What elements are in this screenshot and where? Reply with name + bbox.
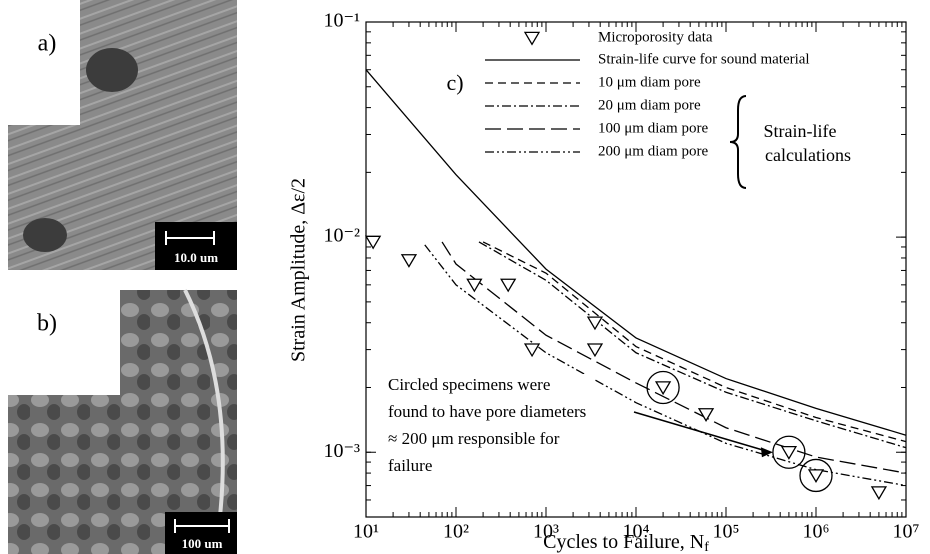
data-point: [402, 255, 416, 267]
x-tick-label: 10¹: [353, 521, 379, 543]
bracket-label: Strain-life: [764, 121, 837, 141]
data-point: [872, 487, 886, 499]
y-tick-label: 10⁻¹: [323, 10, 360, 32]
annotation: failure: [388, 456, 432, 475]
x-axis-label-sub: f: [704, 540, 709, 554]
data-point: [782, 447, 796, 459]
annotation: found to have pore diameters: [388, 402, 586, 421]
legend-label: 200 μm diam pore: [598, 143, 708, 159]
pore: [86, 48, 138, 92]
y-tick-label: 10⁻³: [323, 440, 360, 462]
legend-swatch: [525, 32, 539, 44]
legend-label: Microporosity data: [598, 29, 713, 45]
bracket: [730, 96, 746, 188]
data-point: [588, 344, 602, 356]
x-tick-label: 10⁴: [623, 521, 650, 543]
scale-label: 100 um: [182, 536, 223, 551]
legend-label: 10 μm diam pore: [598, 74, 701, 90]
data-point: [809, 470, 823, 482]
y-tick-label: 10⁻²: [323, 225, 360, 247]
data-point: [366, 236, 380, 248]
legend-label: 100 μm diam pore: [598, 120, 708, 136]
panel-label: c): [446, 70, 463, 95]
annotation: ≈ 200 μm responsible for: [388, 429, 560, 448]
x-tick-label: 10⁵: [713, 521, 740, 543]
data-point: [656, 382, 670, 394]
legend-label: Strain-life curve for sound material: [598, 51, 810, 67]
data-point: [467, 279, 481, 291]
data-point: [588, 317, 602, 329]
panel-label: a): [38, 31, 57, 57]
arrowhead: [761, 447, 773, 457]
x-tick-label: 10⁶: [803, 521, 830, 543]
data-point: [501, 279, 515, 291]
data-point: [525, 344, 539, 356]
pore: [23, 218, 67, 252]
legend-label: 20 μm diam pore: [598, 97, 701, 113]
annotation: Circled specimens were: [388, 375, 550, 394]
arrow: [634, 412, 767, 451]
scale-label: 10.0 um: [174, 250, 218, 265]
x-tick-label: 10²: [443, 521, 469, 543]
bracket-label: calculations: [765, 145, 851, 165]
x-tick-label: 10³: [533, 521, 559, 543]
figure: 10.0 um a) 100 um b) c) Cycles to Failur…: [0, 0, 930, 554]
panel-label: b): [37, 311, 57, 337]
y-axis-label: Strain Amplitude, Δε/2: [288, 178, 310, 362]
x-tick-label: 10⁷: [893, 521, 920, 543]
